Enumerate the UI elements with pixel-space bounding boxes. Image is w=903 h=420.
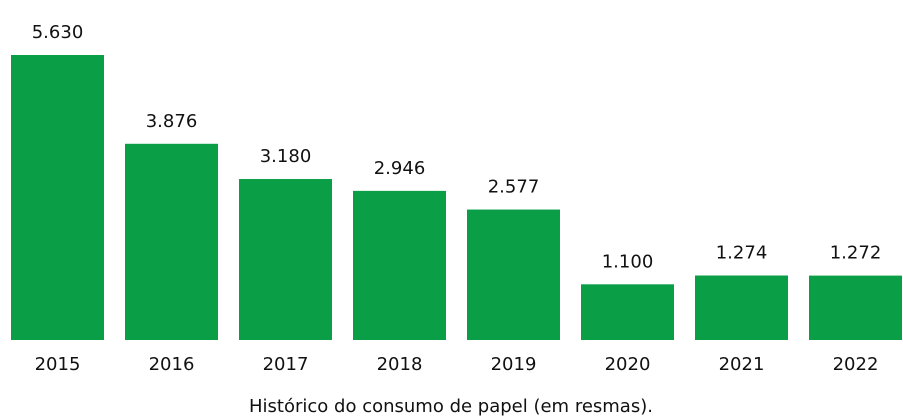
bar: [239, 179, 332, 340]
bar: [809, 275, 902, 340]
value-label: 2.946: [374, 158, 426, 179]
value-label: 3.876: [146, 111, 198, 132]
x-tick-label: 2020: [605, 354, 651, 375]
x-tick-label: 2017: [263, 354, 309, 375]
bar: [467, 209, 560, 340]
bar: [695, 275, 788, 340]
x-tick-label: 2019: [491, 354, 537, 375]
x-tick-label: 2022: [833, 354, 879, 375]
chart-caption: Histórico do consumo de papel (em resmas…: [249, 396, 653, 417]
value-label: 5.630: [32, 22, 84, 43]
value-label: 1.100: [602, 251, 654, 272]
value-label: 1.274: [716, 243, 768, 264]
x-tick-label: 2015: [35, 354, 81, 375]
value-label: 2.577: [488, 177, 540, 198]
bar: [125, 143, 218, 340]
bar: [353, 190, 446, 340]
value-label: 3.180: [260, 146, 312, 167]
x-tick-label: 2018: [377, 354, 423, 375]
x-tick-label: 2016: [149, 354, 195, 375]
bar: [581, 284, 674, 340]
value-label: 1.272: [830, 243, 882, 264]
bar: [11, 55, 104, 340]
x-tick-label: 2021: [719, 354, 765, 375]
